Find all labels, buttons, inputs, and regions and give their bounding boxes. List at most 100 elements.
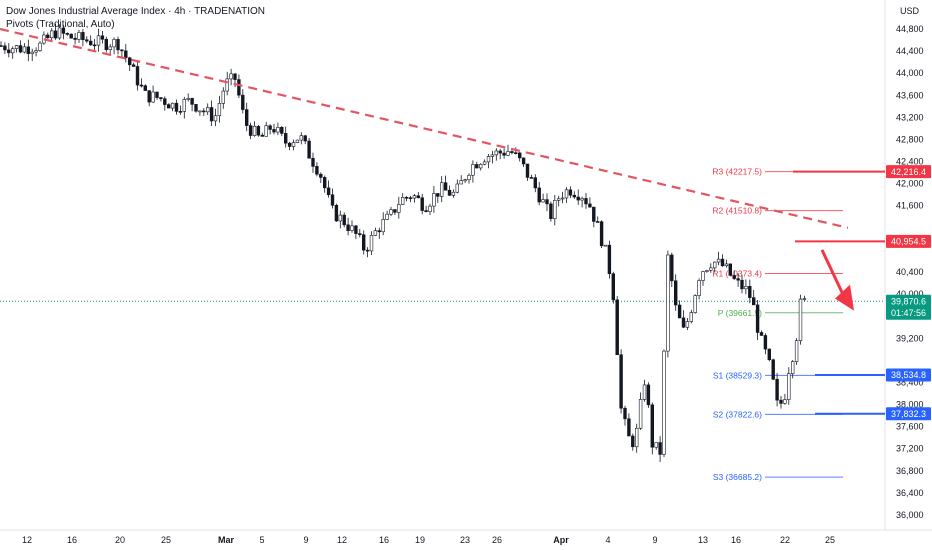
candle-body [560,197,565,200]
candle-body [400,197,405,205]
candle-body [338,214,342,222]
pivot-label-r1: R1 (40373.4) [712,268,762,278]
x-tick-label: 26 [492,535,502,545]
y-tick-label: 37,200 [896,444,924,454]
candle-body [666,254,670,352]
candle-body [287,142,292,147]
candle-body [209,107,214,122]
candle-body [763,335,768,350]
candle-body [272,129,276,133]
candle-body [46,34,50,39]
candle-body [642,384,647,400]
pivot-label-r3: R3 (42217.5) [712,167,762,177]
candle-body [467,174,471,181]
candle-body [580,198,584,201]
candle-body [798,298,803,341]
candle-body [755,304,760,333]
candle-body [545,199,549,205]
price-tag-bg [886,368,931,382]
candle-body [705,269,709,272]
candle-body [759,332,764,336]
candle-body [751,297,756,306]
x-tick-label: 12 [337,535,347,545]
candle-body [681,317,686,328]
candle-body [194,104,198,112]
candle-body [65,33,70,35]
candle-body [139,84,144,87]
price-axis-bg[interactable] [885,0,932,550]
candle-body [673,280,678,306]
candle-body [369,235,374,252]
candle-body [478,164,483,169]
candle-body [779,399,783,404]
y-tick-label: 44,000 [896,68,924,78]
candle-body [408,197,413,200]
x-tick-label: 22 [780,535,790,545]
candle-body [634,427,639,448]
price-tag-bg [886,234,931,248]
x-tick-label: Apr [553,535,569,545]
x-tick-label: 13 [698,535,708,545]
forecast-arrow-head[interactable] [835,284,854,311]
candle-body [475,164,479,169]
candle-body [670,254,674,282]
price-tag-bg [886,407,931,421]
candle-body [654,442,658,448]
candle-body [268,125,272,130]
candle-body [732,275,736,279]
candle-body [404,197,409,199]
candle-body [256,126,261,136]
forecast-arrow-shaft[interactable] [820,249,846,298]
candle-body [412,195,417,199]
candle-body [0,45,3,47]
candle-body [350,225,354,231]
candle-body [49,30,54,39]
candle-body [748,286,752,298]
candle-body [264,125,268,137]
candle-body [521,157,526,165]
candle-body [490,154,495,157]
candle-body [447,189,452,196]
candle-body [767,348,772,361]
candle-body [389,209,393,215]
candle-body [728,263,733,276]
y-tick-label: 42,400 [896,157,924,167]
y-tick-label: 37,600 [896,422,924,432]
candle-body [346,224,350,231]
candle-body [638,399,643,429]
x-tick-label: 20 [115,535,125,545]
candle-body [213,115,218,122]
candle-body [202,110,206,113]
candle-body [716,258,721,263]
candle-body [693,295,697,313]
candle-body [436,193,440,197]
candle-body [592,206,596,222]
candle-body [783,399,787,404]
candle-body [18,45,23,53]
candle-body [529,177,534,179]
candle-body [646,384,651,406]
candle-body [26,46,30,54]
current-price-tag-label: 39,870.6 [891,296,926,306]
resistance-trendline[interactable] [0,27,849,229]
price-tag-label: 37,832.3 [891,409,926,419]
chart-title: Dow Jones Industrial Average Index · 4h … [6,6,265,17]
candle-body [556,198,561,201]
candle-body [787,373,791,400]
candle-body [486,156,491,163]
indicator-label[interactable]: Pivots (Traditional, Auto) [6,19,115,30]
candle-body [576,196,580,201]
currency-label[interactable]: USD [900,6,920,16]
candle-body [631,435,635,448]
candle-body [135,66,140,86]
candle-body [108,46,112,50]
candle-body [252,126,257,136]
candle-body [720,258,725,267]
pivot-label-p: P (39661.5) [718,308,762,318]
candle-body [112,39,116,48]
candle-body [128,57,132,66]
price-tag-label: 40,954.5 [891,237,926,247]
pivot-label-s1: S1 (38529.3) [713,370,762,380]
candle-body [143,85,147,91]
